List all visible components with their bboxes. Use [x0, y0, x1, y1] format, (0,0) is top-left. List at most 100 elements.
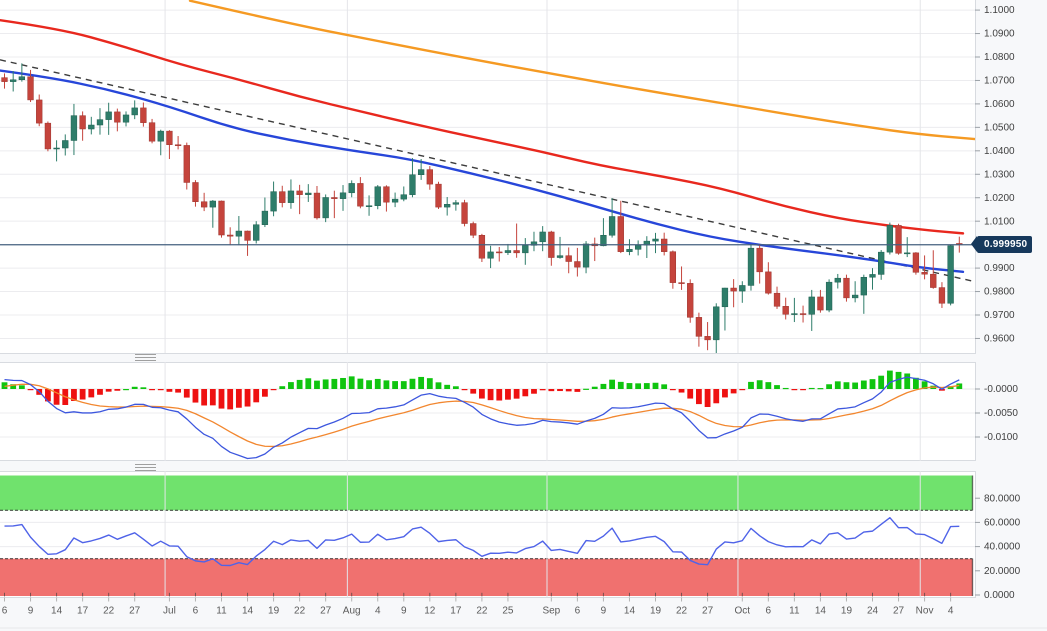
candle-body [817, 296, 824, 311]
rsi-panel-layer [0, 471, 975, 597]
macd-panel-layer [0, 362, 975, 461]
candle-body [713, 306, 720, 341]
macd-histogram-bar [262, 389, 268, 397]
candle-body [79, 115, 86, 130]
macd-histogram-bar [600, 383, 607, 389]
candle-body [200, 201, 208, 208]
candle-body [313, 192, 321, 219]
macd-histogram-bar [392, 381, 398, 389]
candle-body [374, 186, 381, 206]
macd-histogram-bar [696, 389, 702, 405]
macd-histogram-bar [27, 389, 34, 391]
candle-body [721, 287, 729, 308]
candle-body [140, 107, 147, 123]
macd-histogram-bar [88, 389, 95, 398]
candle-body [695, 317, 703, 337]
macd-histogram-bar [435, 382, 442, 389]
macd-histogram-bar [939, 389, 945, 391]
macd-histogram-bar [886, 370, 893, 389]
price-axis-label: 1.1000 [984, 5, 1015, 16]
candle-body [105, 111, 112, 120]
macd-histogram-bar [913, 377, 919, 389]
macd-histogram-bar [218, 389, 225, 409]
oversold-band [0, 558, 973, 596]
candle-body [756, 247, 763, 273]
candle-body [739, 285, 746, 292]
candle-body [53, 147, 60, 150]
candle-body [513, 250, 520, 254]
macd-histogram-bar [270, 389, 277, 391]
macd-histogram-bar [834, 381, 841, 389]
candle-body [409, 174, 416, 195]
price-axis-label: 1.0600 [984, 99, 1015, 110]
candle-body [365, 205, 373, 207]
candle-body [18, 76, 26, 80]
candle-body [504, 250, 512, 253]
macd-line [4, 376, 960, 460]
candle-body [799, 313, 807, 315]
macd-histogram-bar [383, 380, 390, 389]
macd-histogram-bar [279, 386, 286, 389]
macd-histogram-bar [409, 378, 416, 389]
candle-body [400, 194, 407, 200]
macd-histogram-bar [288, 382, 294, 389]
macd-histogram-bar [166, 389, 173, 392]
candle-body [235, 230, 243, 237]
candle-body [305, 192, 312, 195]
macd-histogram-bar [149, 389, 155, 391]
macd-histogram-bar [661, 384, 668, 389]
macd-histogram-bar [18, 385, 25, 389]
macd-histogram-bar [669, 389, 676, 391]
panel-resize-handle-upper[interactable] [135, 354, 156, 361]
candle-body [825, 281, 833, 311]
candle-body [383, 186, 390, 203]
macd-histogram-bar [765, 382, 772, 389]
price-axis-label: 0.9700 [984, 310, 1015, 321]
macd-histogram-bar [591, 386, 598, 389]
macd-histogram-bar [444, 384, 451, 389]
macd-histogram-bar [71, 389, 77, 401]
candle-body [157, 130, 164, 142]
candle-body [131, 107, 138, 116]
axes-layer: 1.1000 1.0900 1.0800 1.0700 1.0600 1.0500 1.04… [0, 5, 1047, 629]
price-axis-label: 0.9800 [984, 287, 1015, 298]
price-axis-label: 1.0900 [984, 29, 1015, 40]
price-axis-label: 1.0800 [984, 52, 1015, 63]
macd-histogram-bar [479, 389, 485, 399]
rsi-axis-label: 80.0000 [984, 493, 1021, 504]
macd-histogram-bar [227, 389, 234, 410]
candle-body [148, 122, 156, 142]
macd-histogram-bar [774, 385, 780, 389]
macd-histogram-bar [730, 389, 737, 394]
x-axis-label: 22 [103, 606, 115, 617]
macd-axis-label: -0.0050 [984, 408, 1018, 419]
candle-body [921, 272, 928, 275]
macd-histogram-bar [808, 387, 815, 390]
macd-histogram-bar [748, 381, 754, 389]
candle-body [36, 99, 43, 124]
macd-histogram-bar [400, 381, 407, 389]
macd-histogram-bar [722, 389, 728, 398]
x-axis-label: 17 [77, 606, 89, 617]
candle-body [470, 223, 477, 236]
candle-body [782, 306, 789, 315]
candle-body [10, 79, 17, 82]
macd-histogram-bar [522, 389, 529, 397]
candle-body [1, 77, 8, 82]
macd-histogram-bar [921, 381, 928, 389]
x-axis-label: 6 [766, 606, 772, 617]
macd-histogram-bar [557, 389, 563, 392]
rsi-line [4, 516, 960, 567]
candle-body [574, 261, 581, 268]
candle-body [539, 231, 546, 243]
macd-histogram-bar [609, 379, 615, 389]
macd-histogram-bar [461, 389, 468, 391]
macd-histogram-bar [253, 389, 260, 403]
candle-body [556, 255, 564, 258]
panel-resize-handle-lower[interactable] [135, 464, 156, 471]
macd-histogram-bar [531, 389, 537, 394]
macd-histogram-bar [756, 380, 763, 389]
macd-histogram-bar [79, 389, 86, 400]
x-axis-label: 9 [401, 606, 407, 617]
macd-histogram-bar [131, 386, 138, 389]
